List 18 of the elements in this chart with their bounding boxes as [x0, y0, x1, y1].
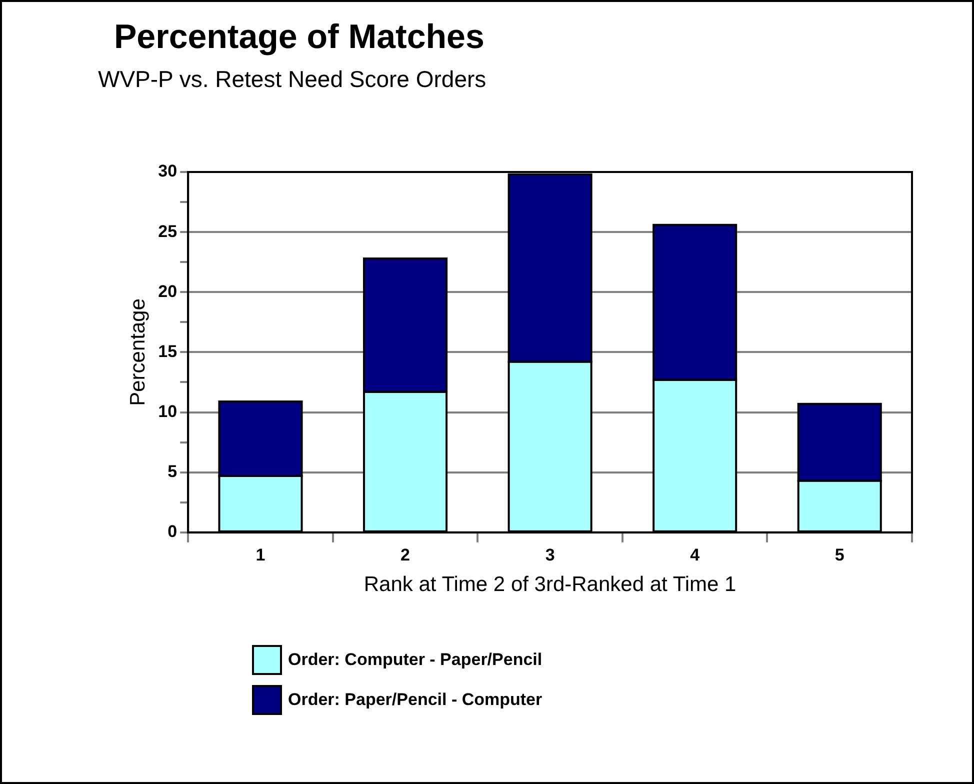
y-tick-label: 15: [158, 342, 178, 361]
x-tick-label: 3: [545, 545, 555, 564]
x-axis-title: Rank at Time 2 of 3rd-Ranked at Time 1: [364, 573, 736, 596]
y-tick-label: 25: [158, 222, 178, 241]
y-tick-label: 0: [168, 522, 178, 542]
y-tick-label: 5: [168, 462, 178, 482]
x-tick-label: 5: [834, 545, 844, 564]
y-tick-label: 20: [158, 282, 178, 301]
legend-label: Order: Computer - Paper/Pencil: [288, 650, 542, 670]
x-tick-label: 4: [690, 545, 700, 564]
chart-title: Percentage of Matches: [114, 18, 484, 57]
legend-label: Order: Paper/Pencil - Computer: [288, 690, 542, 710]
y-tick-label: 30: [158, 162, 178, 181]
y-tick-label: 10: [158, 402, 178, 421]
y-axis-title: Percentage: [126, 298, 150, 406]
x-tick-label: 2: [400, 545, 410, 564]
chart-subtitle: WVP-P vs. Retest Need Score Orders: [98, 66, 486, 93]
x-tick-label: 1: [256, 545, 266, 564]
